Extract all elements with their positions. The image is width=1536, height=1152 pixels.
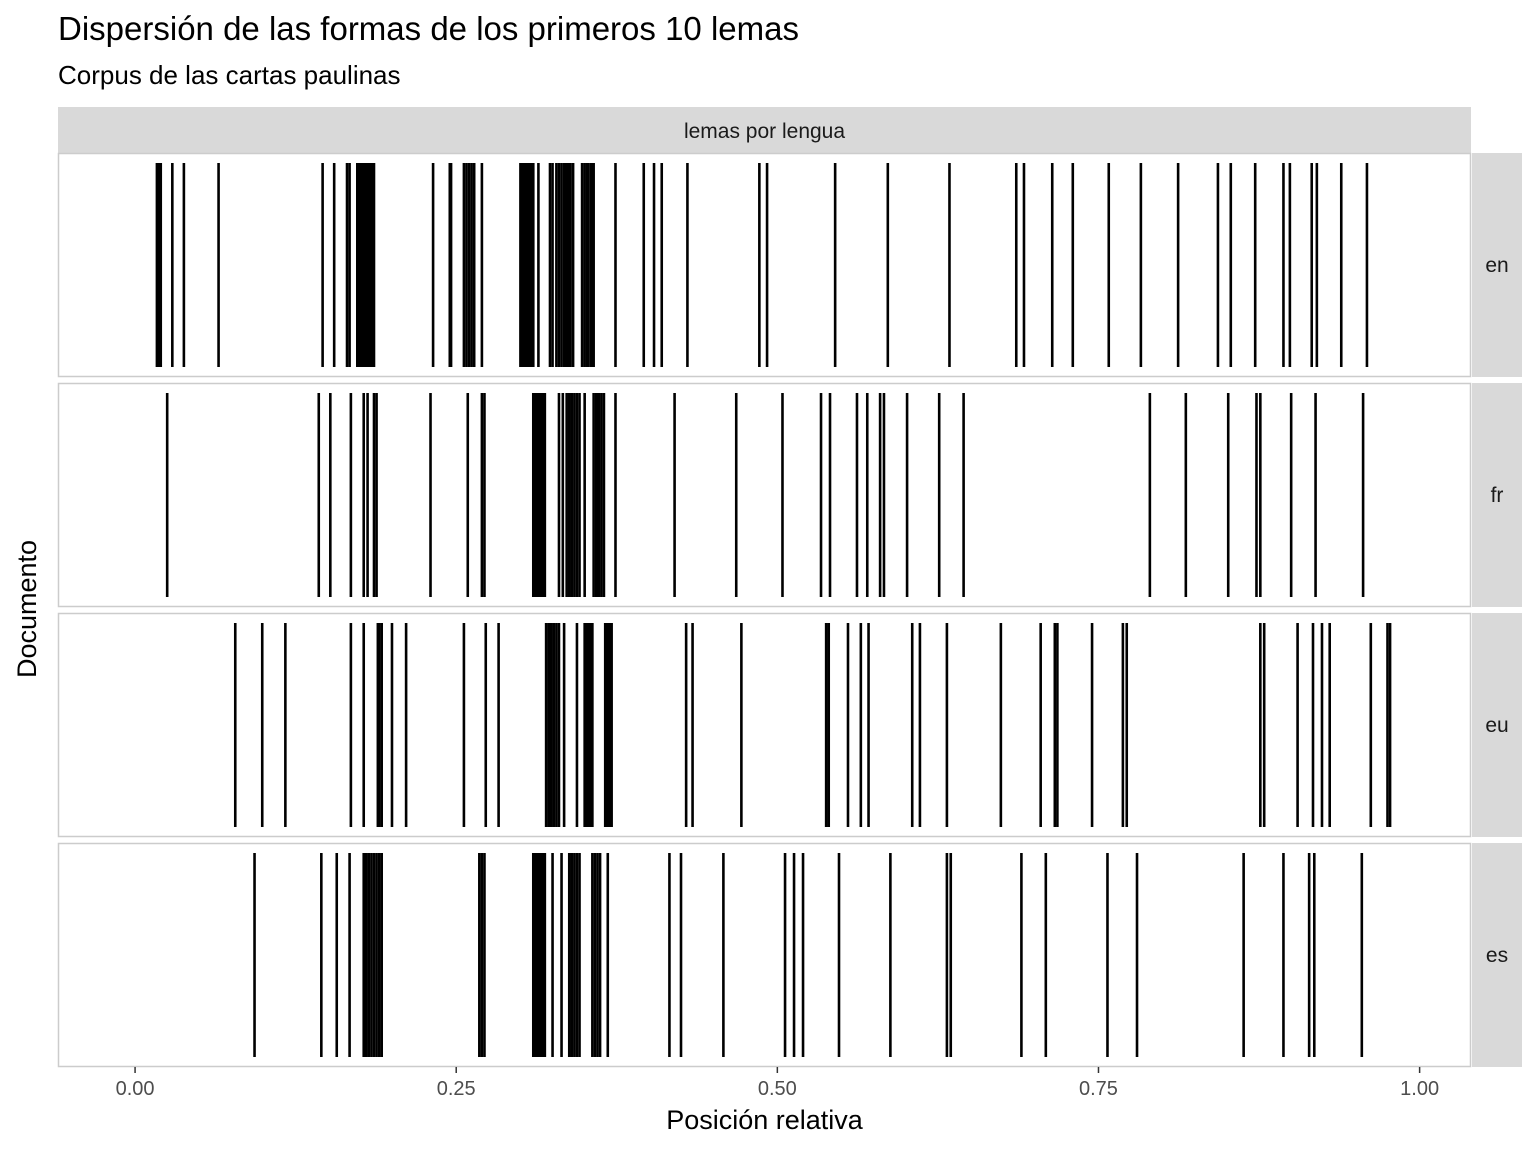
x-axis: 0.00 0.25 0.50 0.75 1.00 <box>116 1067 1439 1100</box>
panel-strip <box>1472 153 1522 377</box>
x-tick-label: 0.75 <box>1079 1078 1118 1100</box>
facet-strip <box>58 107 1471 153</box>
panel-background <box>57 842 1472 1068</box>
x-tick-label: 1.00 <box>1400 1078 1439 1100</box>
chart-title: Dispersión de las formas de los primeros… <box>58 10 799 47</box>
panel-fr: fr <box>57 382 1522 608</box>
facet-strip-label: lemas por lengua <box>684 120 845 143</box>
panel-strip <box>1472 613 1522 837</box>
panel-eu: eu <box>57 612 1522 838</box>
x-axis-title: Posición relativa <box>666 1105 864 1135</box>
y-axis-title: Documento <box>12 540 42 678</box>
panel-strip <box>1472 383 1522 607</box>
panels: en fr eu es <box>57 152 1522 1068</box>
panel-label: fr <box>1491 484 1504 507</box>
panel-background <box>57 382 1472 608</box>
panel-label: es <box>1486 944 1508 967</box>
panel-background <box>57 152 1472 378</box>
x-tick-label: 0.25 <box>437 1078 476 1100</box>
panel-label: en <box>1485 254 1508 277</box>
panel-en: en <box>57 152 1522 378</box>
panel-strip <box>1472 843 1522 1067</box>
chart-subtitle: Corpus de las cartas paulinas <box>58 60 401 90</box>
x-tick-label: 0.50 <box>758 1078 797 1100</box>
panel-label: eu <box>1485 714 1508 737</box>
x-tick-label: 0.00 <box>116 1078 155 1100</box>
panel-background <box>57 612 1472 838</box>
panel-es: es <box>57 842 1522 1068</box>
